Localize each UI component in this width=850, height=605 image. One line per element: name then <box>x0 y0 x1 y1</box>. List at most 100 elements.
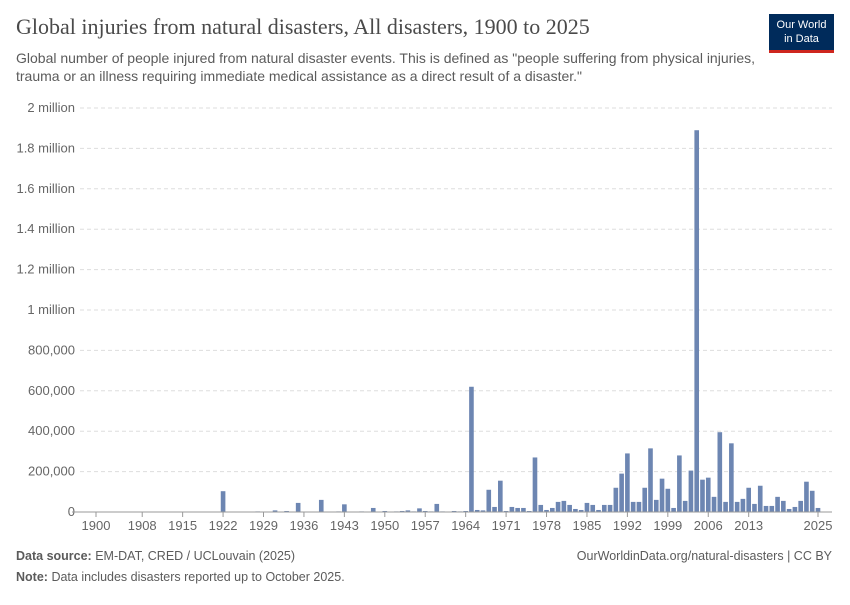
bar <box>781 501 786 512</box>
bar <box>666 489 671 512</box>
bar <box>556 502 561 512</box>
bar <box>533 457 538 512</box>
bar <box>550 508 555 512</box>
bar <box>816 508 821 512</box>
bar <box>602 505 607 512</box>
x-tick-label: 1908 <box>128 518 157 533</box>
x-tick-label: 1900 <box>82 518 111 533</box>
bar <box>486 490 491 512</box>
bar <box>492 507 497 512</box>
bar <box>515 508 520 512</box>
y-tick-label: 2 million <box>27 100 75 115</box>
bar <box>741 499 746 512</box>
bar <box>775 497 780 512</box>
note: Note: Data includes disasters reported u… <box>16 570 345 584</box>
source-label: Data source: <box>16 549 92 563</box>
source: Data source: EM-DAT, CRED / UCLouvain (2… <box>16 549 295 563</box>
bar <box>469 387 474 512</box>
y-tick-label: 800,000 <box>28 342 75 357</box>
bar <box>296 503 301 512</box>
chart-subtitle: Global number of people injured from nat… <box>16 49 756 85</box>
x-tick-label: 2025 <box>804 518 833 533</box>
bar <box>521 508 526 512</box>
subtitle-box: Global number of people injured from nat… <box>16 49 756 91</box>
bar <box>769 506 774 512</box>
bar <box>660 479 665 512</box>
logo-text: Our World <box>777 19 827 31</box>
bar <box>700 480 705 512</box>
bar <box>723 502 728 512</box>
x-tick-label: 1943 <box>330 518 359 533</box>
bar <box>498 481 503 512</box>
x-tick-label: 1950 <box>370 518 399 533</box>
bar <box>694 130 699 512</box>
x-tick-label: 1971 <box>492 518 521 533</box>
bar <box>614 488 619 512</box>
bar <box>619 474 624 512</box>
logo-text: in Data <box>784 33 820 45</box>
x-tick-label: 1922 <box>209 518 238 533</box>
bar <box>562 501 567 512</box>
bar <box>746 488 751 512</box>
bar <box>810 491 815 512</box>
x-tick-label: 1936 <box>289 518 318 533</box>
y-tick-label: 200,000 <box>28 464 75 479</box>
x-tick-label: 1964 <box>451 518 480 533</box>
bar <box>729 443 734 512</box>
y-tick-label: 400,000 <box>28 423 75 438</box>
bar <box>631 502 636 512</box>
y-tick-label: 1 million <box>27 302 75 317</box>
bar <box>221 491 226 512</box>
bar <box>637 502 642 512</box>
bar <box>510 507 515 512</box>
bar <box>417 508 422 512</box>
x-tick-label: 1915 <box>168 518 197 533</box>
bar <box>804 482 809 512</box>
bar <box>434 504 439 512</box>
bar <box>758 486 763 512</box>
bar <box>342 504 347 512</box>
bar <box>683 501 688 512</box>
bar <box>642 488 647 512</box>
source-text: EM-DAT, CRED / UCLouvain (2025) <box>95 549 295 563</box>
bar <box>567 505 572 512</box>
bar <box>706 478 711 512</box>
bar <box>585 503 590 512</box>
y-tick-label: 1.8 million <box>16 140 75 155</box>
note-text: Data includes disasters reported up to O… <box>51 570 344 584</box>
bar <box>764 506 769 512</box>
y-tick-label: 1.2 million <box>16 262 75 277</box>
x-tick-label: 2006 <box>694 518 723 533</box>
url: OurWorldinData.org/natural-disasters | C… <box>577 549 833 563</box>
x-tick-label: 1992 <box>613 518 642 533</box>
bar <box>608 505 613 512</box>
x-tick-label: 1929 <box>249 518 278 533</box>
logo: Our World in Data <box>769 14 834 53</box>
note-label: Note: <box>16 570 48 584</box>
bar <box>625 453 630 512</box>
bar <box>648 448 653 512</box>
bar <box>689 471 694 512</box>
y-tick-label: 1.4 million <box>16 221 75 236</box>
bar <box>752 504 757 512</box>
bar <box>319 500 324 512</box>
y-tick-label: 600,000 <box>28 383 75 398</box>
bar <box>538 505 543 512</box>
x-tick-label: 1978 <box>532 518 561 533</box>
chart-title: Global injuries from natural disasters, … <box>16 14 590 39</box>
bar <box>371 508 376 512</box>
bar <box>590 505 595 512</box>
bar <box>671 508 676 512</box>
x-tick-label: 2013 <box>734 518 763 533</box>
bar <box>654 500 659 512</box>
bar <box>798 501 803 512</box>
bar <box>735 502 740 512</box>
bar <box>712 497 717 512</box>
bar <box>717 432 722 512</box>
logo-stripe <box>769 50 834 53</box>
x-tick-label: 1999 <box>653 518 682 533</box>
y-tick-label: 1.6 million <box>16 181 75 196</box>
x-tick-label: 1985 <box>572 518 601 533</box>
bar <box>793 507 798 512</box>
